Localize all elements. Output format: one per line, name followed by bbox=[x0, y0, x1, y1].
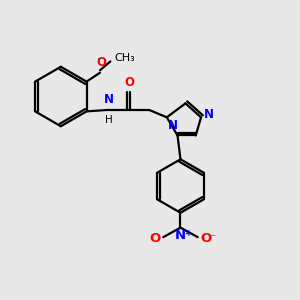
Text: O: O bbox=[96, 56, 106, 69]
Text: N: N bbox=[175, 229, 186, 242]
Text: O: O bbox=[150, 232, 161, 245]
Text: H: H bbox=[105, 115, 113, 125]
Text: N: N bbox=[104, 93, 114, 106]
Text: N: N bbox=[168, 119, 178, 132]
Text: O: O bbox=[200, 232, 212, 245]
Text: N: N bbox=[204, 108, 214, 122]
Text: ⁻: ⁻ bbox=[209, 232, 215, 245]
Text: methoxy: methoxy bbox=[98, 58, 105, 59]
Text: O: O bbox=[125, 76, 135, 89]
Text: CH₃: CH₃ bbox=[114, 53, 135, 64]
Text: +: + bbox=[185, 229, 192, 238]
